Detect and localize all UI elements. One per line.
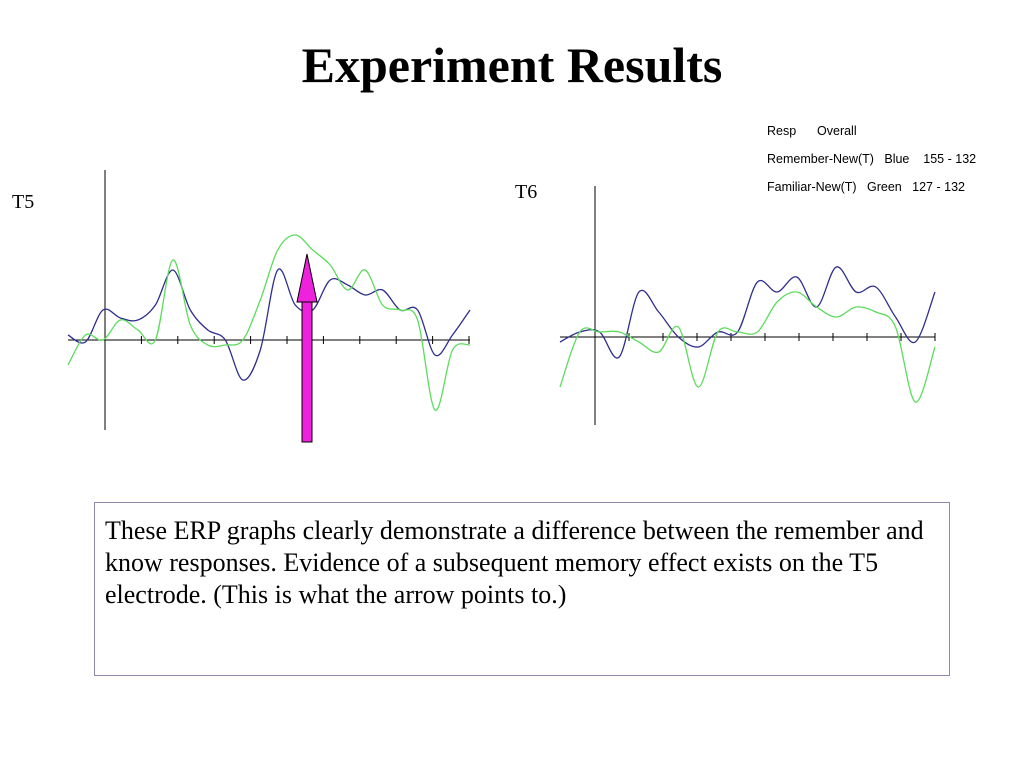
t6-series-blue bbox=[559, 266, 936, 359]
arrow-head bbox=[296, 253, 318, 303]
t5-series-blue bbox=[67, 268, 471, 381]
t5-series-green bbox=[67, 234, 471, 411]
t5-chart-label: T5 bbox=[12, 191, 35, 213]
t6-series-green bbox=[559, 291, 936, 403]
legend-header: Resp Overall bbox=[767, 124, 857, 138]
slide-title: Experiment Results bbox=[301, 37, 723, 93]
t5-erp-chart bbox=[67, 170, 471, 443]
arrow-shaft bbox=[301, 299, 313, 443]
caption-text: These ERP graphs clearly demonstrate a d… bbox=[105, 516, 924, 609]
legend-row-remember: Remember-New(T) Blue 155 - 132 bbox=[767, 152, 977, 166]
legend-row-familiar: Familiar-New(T) Green 127 - 132 bbox=[767, 180, 965, 194]
t6-erp-chart bbox=[559, 186, 936, 425]
chart-legend: Resp Overall Remember-New(T) Blue 155 - … bbox=[767, 124, 976, 208]
caption-box: These ERP graphs clearly demonstrate a d… bbox=[94, 502, 950, 676]
t6-chart-label: T6 bbox=[515, 181, 538, 203]
